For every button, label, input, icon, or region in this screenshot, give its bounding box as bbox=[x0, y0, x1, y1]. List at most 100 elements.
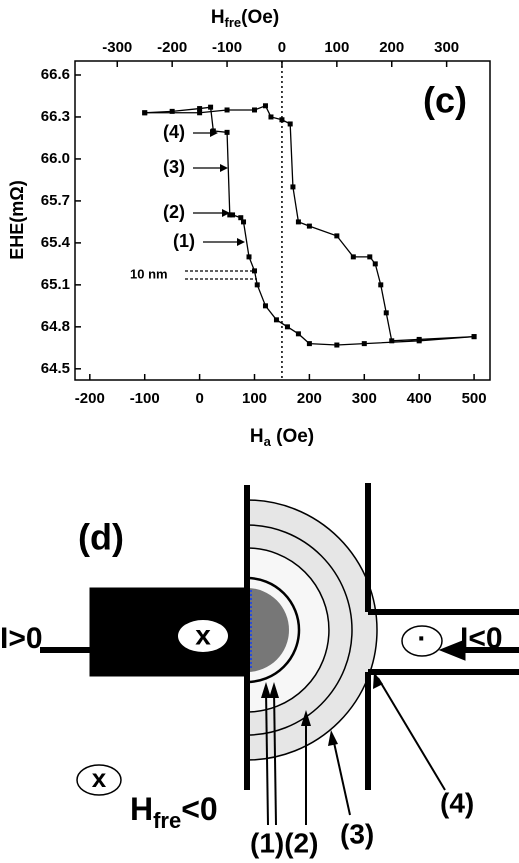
x-tick-label: -100 bbox=[130, 390, 160, 407]
data-point bbox=[389, 338, 395, 344]
region-1-outline bbox=[246, 576, 301, 684]
region-label: (1)(2) bbox=[250, 827, 318, 858]
data-point bbox=[230, 212, 236, 218]
data-point bbox=[142, 110, 148, 116]
x2-tick-label: -200 bbox=[157, 39, 187, 56]
data-point bbox=[252, 107, 258, 113]
data-point bbox=[241, 219, 247, 225]
data-point bbox=[287, 121, 293, 127]
top-axis-title: Hfre(Oe) bbox=[211, 7, 279, 30]
x2-tick-label: 300 bbox=[434, 39, 459, 56]
annotation-arrow-head bbox=[210, 129, 218, 137]
y-tick-label: 65.4 bbox=[41, 234, 71, 251]
data-line bbox=[144, 104, 475, 342]
x-tick-label: -200 bbox=[75, 390, 105, 407]
arrow-head bbox=[438, 639, 466, 661]
data-point bbox=[262, 303, 268, 309]
data-point bbox=[273, 317, 279, 323]
axis-title-sub: a bbox=[264, 434, 272, 449]
data-point bbox=[350, 254, 356, 260]
data-point bbox=[268, 114, 274, 120]
data-point bbox=[383, 310, 389, 316]
annotation-arrow-head bbox=[220, 164, 228, 172]
data-point bbox=[372, 261, 378, 267]
annotation-arrow-head bbox=[237, 238, 245, 246]
data-point bbox=[290, 184, 296, 190]
data-point bbox=[169, 108, 175, 114]
y-tick-label: 65.7 bbox=[41, 192, 70, 209]
x-tick-label: 300 bbox=[352, 390, 377, 407]
data-point bbox=[367, 254, 373, 260]
current-label: I<0 bbox=[460, 622, 503, 655]
x2-tick-label: 0 bbox=[278, 39, 286, 56]
data-point bbox=[252, 268, 258, 274]
data-point bbox=[284, 324, 290, 330]
axis-title-part: H bbox=[250, 426, 264, 447]
axis-title-sub: fre bbox=[225, 15, 242, 30]
current-label: I>0 bbox=[0, 622, 43, 655]
data-point bbox=[471, 334, 477, 340]
y-tick-label: 64.8 bbox=[41, 318, 70, 335]
data-point bbox=[246, 254, 252, 260]
label-arrows bbox=[265, 677, 446, 826]
annotation: (4) bbox=[163, 122, 185, 142]
field-sub: fre bbox=[153, 808, 181, 833]
x2-tick-label: -100 bbox=[212, 39, 242, 56]
annotation-arrow-head bbox=[222, 209, 230, 217]
panel-label: (d) bbox=[78, 517, 124, 558]
data-point bbox=[378, 282, 384, 288]
y-tick-label: 66.6 bbox=[41, 66, 70, 83]
y-axis-title: EHE(mΩ) bbox=[7, 180, 27, 259]
x2-tick-label: -300 bbox=[102, 39, 132, 56]
annotation: (2) bbox=[163, 202, 185, 222]
x-tick-label: 200 bbox=[297, 390, 322, 407]
data-point bbox=[208, 104, 214, 110]
moment-label: x bbox=[92, 763, 107, 793]
x-tick-label: 100 bbox=[242, 390, 267, 407]
region-label: (4) bbox=[440, 787, 474, 818]
annotation: 10 nm bbox=[130, 266, 168, 281]
y-tick-label: 66.0 bbox=[41, 150, 70, 167]
region-label: (3) bbox=[340, 818, 374, 849]
moment-marker bbox=[401, 625, 443, 657]
data-point bbox=[262, 103, 268, 109]
annotation: (c) bbox=[423, 80, 467, 121]
data-point bbox=[334, 233, 340, 239]
hall-cross bbox=[40, 483, 519, 790]
x-tick-label: 0 bbox=[195, 390, 203, 407]
x-tick-label: 400 bbox=[407, 390, 432, 407]
data-point bbox=[295, 219, 301, 225]
field-part: <0 bbox=[181, 791, 217, 827]
data-point bbox=[306, 341, 312, 347]
data-point bbox=[238, 215, 244, 221]
data-point bbox=[224, 129, 230, 135]
field-part: H bbox=[130, 791, 153, 827]
data-point bbox=[227, 212, 233, 218]
data-point bbox=[361, 341, 367, 347]
x2-tick-label: 100 bbox=[324, 39, 349, 56]
data-point bbox=[306, 223, 312, 229]
x2-tick-label: 200 bbox=[379, 39, 404, 56]
annotation: (3) bbox=[163, 157, 185, 177]
annotation: (1) bbox=[173, 231, 195, 251]
field-label: Hfre<0 bbox=[130, 791, 218, 832]
y-tick-label: 65.1 bbox=[41, 276, 70, 293]
axis-title-part: (Oe) bbox=[271, 426, 314, 447]
x-axis-title: Ha (Oe) bbox=[250, 426, 314, 449]
region-3 bbox=[246, 524, 353, 736]
data-point bbox=[295, 331, 301, 337]
data-point bbox=[416, 336, 422, 342]
x-tick-label: 500 bbox=[462, 390, 487, 407]
y-tick-label: 64.5 bbox=[41, 360, 70, 377]
axis-title-part: H bbox=[211, 7, 225, 28]
y-tick-label: 66.3 bbox=[41, 108, 70, 125]
region-1 bbox=[247, 588, 289, 672]
moment-marker bbox=[76, 764, 122, 796]
axis-title-part: (Oe) bbox=[241, 7, 279, 28]
diagram bbox=[40, 483, 519, 826]
data-point bbox=[197, 110, 203, 116]
data-point bbox=[279, 117, 285, 123]
data-point bbox=[224, 107, 230, 113]
moment-label: x bbox=[195, 619, 211, 650]
